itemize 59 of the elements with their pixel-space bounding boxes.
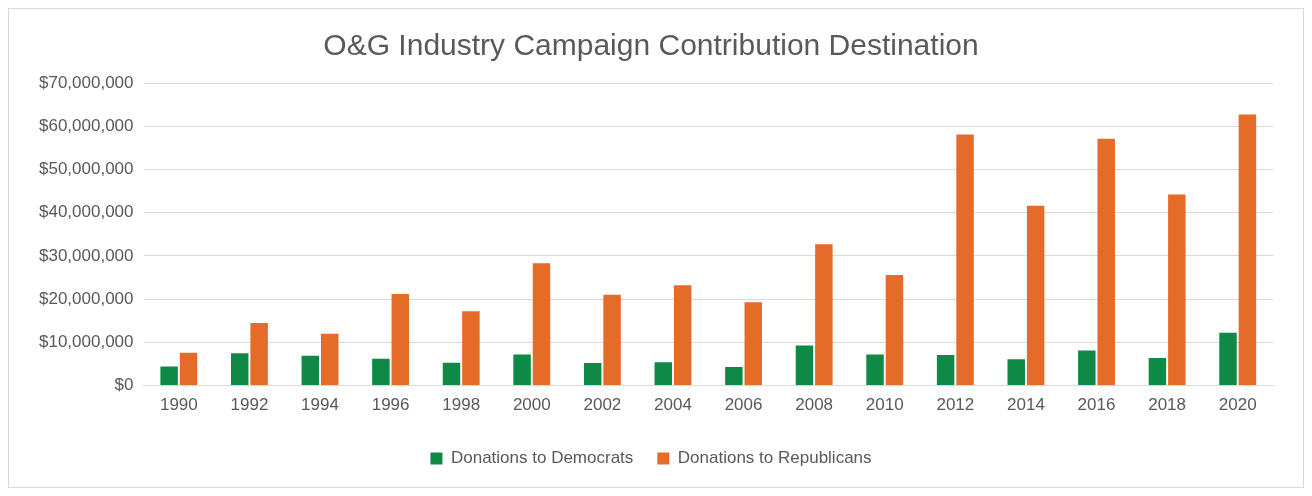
bar [603,294,621,386]
bar [1026,205,1045,386]
bar [532,263,551,386]
bar [583,363,602,386]
x-tick-label: 2004 [654,395,692,415]
y-tick-label: $20,000,000 [38,288,134,308]
x-tick-label: 2008 [795,395,834,415]
x-tick-label: 2000 [512,395,551,415]
x-tick-label: 1996 [371,395,410,415]
bar [462,311,480,386]
bar [815,244,833,386]
x-tick-label: 1998 [442,395,481,415]
legend-label: Donations to Democrats [450,448,634,468]
bar [320,333,339,386]
bar [230,353,249,386]
bar [956,134,974,386]
x-tick-label: 2016 [1077,395,1116,415]
bar [725,367,743,386]
x-tick-label: 2018 [1148,395,1187,415]
x-tick-label: 2014 [1007,395,1045,415]
x-tick-label: 2020 [1218,395,1257,415]
y-tick-label: $60,000,000 [38,115,134,135]
bar [1168,194,1186,386]
bar [654,362,672,386]
y-tick-label: $10,000,000 [38,332,134,352]
y-tick-label: $50,000,000 [38,159,134,179]
x-tick-label: 1994 [301,395,339,415]
y-tick-label: $0 [114,375,134,395]
x-tick-label: 1990 [159,395,198,415]
bar [744,302,763,386]
bar [885,274,904,386]
x-tick-label: 2010 [865,395,904,415]
y-tick-label: $40,000,000 [38,202,134,222]
x-tick-label: 2012 [936,395,975,415]
bar [179,352,198,386]
chart-title: O&G Industry Campaign Contribution Destination [323,28,979,62]
x-tick-label: 1992 [230,395,269,415]
y-tick-label: $70,000,000 [38,72,134,92]
bar [1219,332,1237,386]
bar [160,366,178,386]
x-tick-label: 2006 [724,395,763,415]
bar [866,354,884,386]
x-tick-label: 2002 [583,395,622,415]
bar [1238,114,1257,386]
bar [936,354,955,386]
bar [673,285,692,386]
bar [1148,357,1167,386]
y-tick-label: $30,000,000 [38,245,134,265]
bar [301,355,320,386]
bar [1007,359,1025,386]
bar [250,322,268,386]
bar [372,358,390,386]
bar [1078,350,1096,386]
legend-label: Donations to Republicans [677,448,872,468]
bar [513,354,531,386]
bar [795,345,814,386]
bar [442,362,461,386]
bar [391,293,410,386]
bar [1097,138,1115,386]
